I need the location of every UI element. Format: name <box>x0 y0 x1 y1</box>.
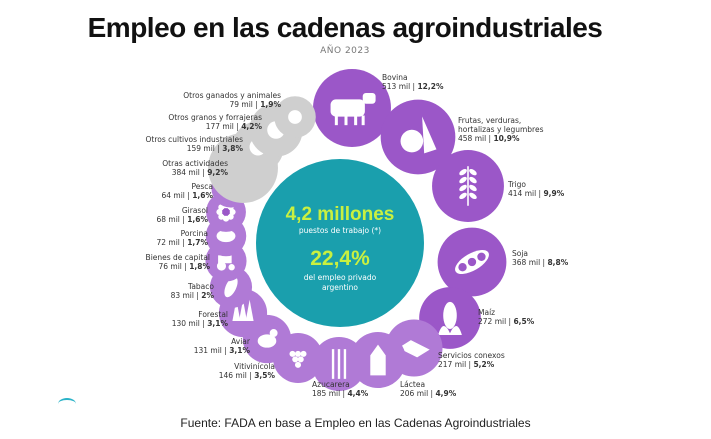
label-value: 72 mil | 1,7% <box>156 238 208 247</box>
wheat-icon <box>459 166 477 206</box>
tobacco-leaf-icon <box>224 276 238 298</box>
sugarcane-icon <box>331 349 347 379</box>
label-value: 159 mil | 3,8% <box>187 144 244 153</box>
label-name: Trigo <box>507 180 526 189</box>
label-value: 368 mil | 8,8% <box>512 258 569 267</box>
handshake-icon <box>398 340 430 358</box>
label-value: 79 mil | 1,9% <box>229 100 281 109</box>
label-name: Otras actividades <box>162 159 228 168</box>
chart-title: Empleo en las cadenas agroindustriales <box>87 12 603 43</box>
label-name: Bovina <box>382 73 408 82</box>
center-total-value: 4,2 millones <box>286 204 395 225</box>
source-note: Fuente: FADA en base a Empleo en las Cad… <box>180 416 531 430</box>
label-name: Girasol <box>182 206 208 215</box>
chicken-icon <box>257 329 278 348</box>
corn-icon <box>438 301 462 335</box>
bubbles-layer <box>205 69 507 392</box>
center-total-desc: puestos de trabajo (*) <box>299 226 381 235</box>
center-share-value: 22,4% <box>310 247 370 270</box>
sheep-icon <box>288 110 302 124</box>
label-value: 131 mil | 3,1% <box>194 346 251 355</box>
center-circle <box>256 159 424 327</box>
label-name: Bienes de capital <box>146 253 210 262</box>
label-name: Otros ganados y animales <box>183 91 281 100</box>
label-value: 83 mil | 2% <box>171 291 215 300</box>
fruits-icon <box>400 116 437 154</box>
bubble-label: Frutas, verduras,hortalizas y legumbres4… <box>458 116 544 143</box>
label-value: 76 mil | 1,8% <box>158 262 210 271</box>
pig-icon <box>216 229 236 243</box>
trees-icon <box>232 299 254 321</box>
label-name: Láctea <box>400 380 425 389</box>
label-value: 272 mil | 6,5% <box>478 317 535 326</box>
bubble-sugarcane <box>311 336 367 392</box>
bubble-cow <box>313 69 391 147</box>
label-value: 64 mil | 1,6% <box>161 191 213 200</box>
label-name: Maíz <box>478 308 495 317</box>
chart-subtitle-year: AÑO 2023 <box>320 46 370 56</box>
center-share-desc-1: del empleo privado <box>304 273 377 282</box>
label-name: Porcina <box>181 229 208 238</box>
label-name: Forestal <box>198 310 228 319</box>
label-name: Pesca <box>192 182 214 191</box>
label-value: 414 mil | 9,9% <box>508 189 565 198</box>
label-name: Servicios conexos <box>438 351 505 360</box>
center-share-desc-2: argentino <box>322 283 358 292</box>
label-value: 68 mil | 1,6% <box>156 215 208 224</box>
label-value: 206 mil | 4,9% <box>400 389 457 398</box>
label-name: Tabaco <box>187 282 214 291</box>
label-name: Soja <box>512 249 528 258</box>
label-value: 146 mil | 3,5% <box>219 371 276 380</box>
label-name: Frutas, verduras, <box>458 116 521 125</box>
label-name: Vitivinícola <box>234 362 275 371</box>
label-name: Otros granos y forrajeras <box>168 113 262 122</box>
label-value: 130 mil | 3,1% <box>172 319 229 328</box>
bubble-wheat <box>432 150 504 222</box>
grapes-icon <box>289 350 307 368</box>
label-value: 177 mil | 4,2% <box>206 122 263 131</box>
bubble-soy <box>437 227 507 297</box>
bubble-fruits <box>380 99 456 175</box>
label-name: Aviar <box>231 337 251 346</box>
label-value: 384 mil | 9,2% <box>172 168 229 177</box>
bubble-sheep <box>274 96 316 138</box>
milk-icon <box>370 344 386 376</box>
tractor-icon <box>216 255 235 271</box>
center-circle-group: 4,2 millones puestos de trabajo (*) 22,4… <box>256 159 424 327</box>
label-name: hortalizas y legumbres <box>458 125 544 134</box>
label-name: Azucarera <box>312 380 350 389</box>
cow-icon <box>330 92 376 126</box>
label-value: 458 mil | 10,9% <box>458 134 520 143</box>
label-value: 513 mil | 12,2% <box>382 82 444 91</box>
label-name: Otros cultivos industriales <box>145 135 243 144</box>
label-value: 217 mil | 5,2% <box>438 360 495 369</box>
label-value: 185 mil | 4,4% <box>312 389 369 398</box>
decorative-arc <box>58 398 76 410</box>
soy-icon <box>455 250 489 274</box>
